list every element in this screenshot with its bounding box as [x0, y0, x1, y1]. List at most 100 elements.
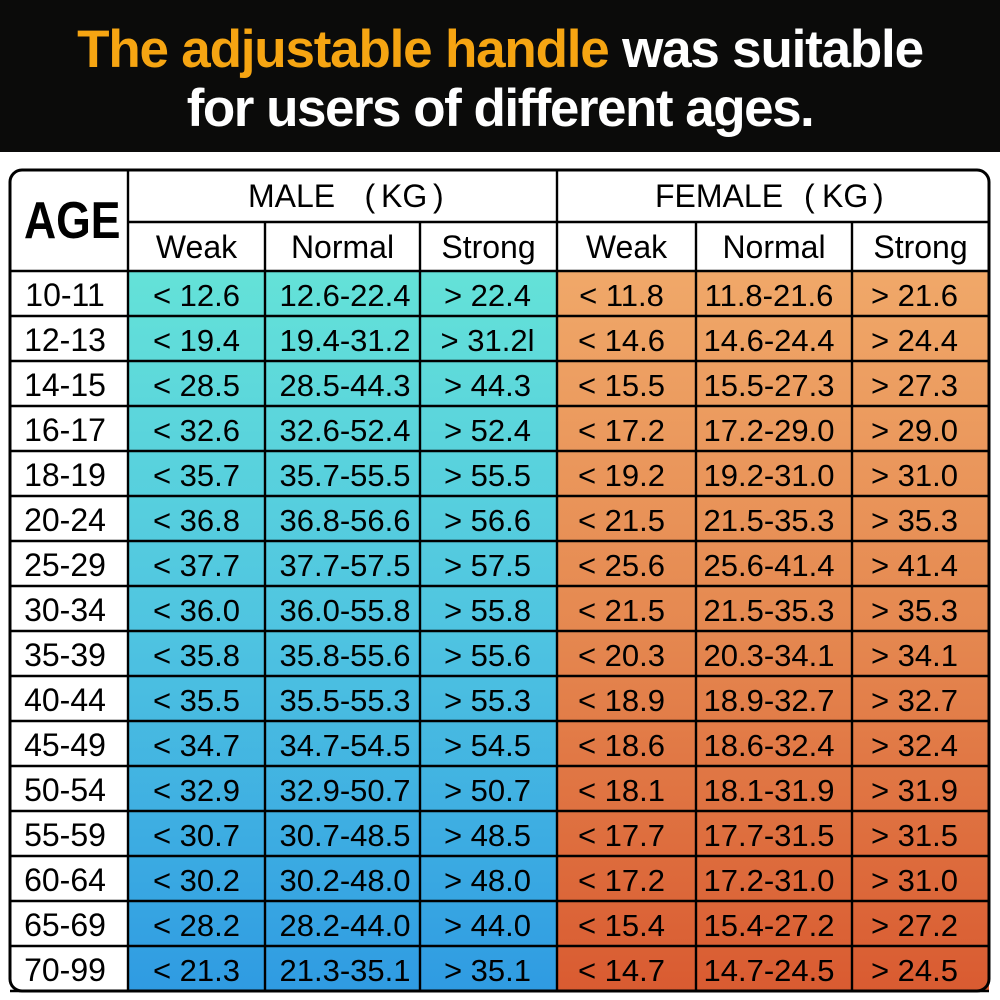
svg-text:> 29.0: > 29.0 — [871, 413, 958, 448]
svg-text:> 24.4: > 24.4 — [871, 323, 958, 358]
svg-text:15.4-27.2: 15.4-27.2 — [704, 908, 835, 943]
svg-text:18.9-32.7: 18.9-32.7 — [704, 683, 835, 718]
svg-text:< 32.9: < 32.9 — [153, 773, 240, 808]
svg-text:28.5-44.3: 28.5-44.3 — [280, 368, 411, 403]
svg-text:35-39: 35-39 — [24, 637, 106, 673]
svg-text:> 27.2: > 27.2 — [871, 908, 958, 943]
svg-text:< 32.6: < 32.6 — [153, 413, 240, 448]
svg-text:< 18.9: < 18.9 — [578, 683, 665, 718]
svg-text:< 17.7: < 17.7 — [578, 818, 665, 853]
svg-text:17.2-29.0: 17.2-29.0 — [704, 413, 835, 448]
svg-text:11.8-21.6: 11.8-21.6 — [705, 278, 834, 313]
svg-text:35.7-55.5: 35.7-55.5 — [280, 458, 411, 493]
svg-text:> 55.3: > 55.3 — [444, 683, 531, 718]
svg-text:< 14.6: < 14.6 — [578, 323, 665, 358]
svg-text:> 48.5: > 48.5 — [444, 818, 531, 853]
svg-text:14.7-24.5: 14.7-24.5 — [704, 953, 835, 988]
svg-text:< 18.6: < 18.6 — [578, 728, 665, 763]
svg-text:> 50.7: > 50.7 — [444, 773, 531, 808]
svg-text:< 21.3: < 21.3 — [153, 953, 240, 988]
svg-text:> 31.9: > 31.9 — [871, 773, 958, 808]
svg-text:< 11.8: < 11.8 — [579, 278, 664, 313]
svg-text:> 21.6: > 21.6 — [871, 278, 958, 313]
svg-text:< 20.3: < 20.3 — [578, 638, 665, 673]
svg-text:> 27.3: > 27.3 — [871, 368, 958, 403]
svg-text:> 55.8: > 55.8 — [444, 593, 531, 628]
svg-text:21.3-35.1: 21.3-35.1 — [280, 953, 411, 988]
svg-text:> 54.5: > 54.5 — [444, 728, 531, 763]
svg-text:28.2-44.0: 28.2-44.0 — [280, 908, 411, 943]
svg-text:> 22.4: > 22.4 — [444, 278, 531, 313]
svg-text:15.5-27.3: 15.5-27.3 — [704, 368, 835, 403]
svg-text:18-19: 18-19 — [24, 457, 106, 493]
svg-text:30-34: 30-34 — [24, 592, 106, 628]
svg-text:< 36.8: < 36.8 — [153, 503, 240, 538]
svg-text:34.7-54.5: 34.7-54.5 — [280, 728, 411, 763]
svg-text:17.2-31.0: 17.2-31.0 — [704, 863, 835, 898]
svg-text:> 57.5: > 57.5 — [444, 548, 531, 583]
svg-text:> 35.3: > 35.3 — [871, 593, 958, 628]
svg-text:< 34.7: < 34.7 — [153, 728, 240, 763]
svg-text:Normal: Normal — [291, 229, 394, 265]
svg-text:50-54: 50-54 — [24, 772, 106, 808]
svg-text:Weak: Weak — [586, 229, 668, 265]
svg-text:> 31.0: > 31.0 — [871, 863, 958, 898]
svg-text:> 35.3: > 35.3 — [871, 503, 958, 538]
svg-text:45-49: 45-49 — [24, 727, 106, 763]
svg-text:< 30.7: < 30.7 — [153, 818, 240, 853]
svg-text:> 31.2l: > 31.2l — [441, 323, 535, 358]
svg-text:20.3-34.1: 20.3-34.1 — [704, 638, 835, 673]
svg-text:< 35.5: < 35.5 — [153, 683, 240, 718]
svg-text:> 32.7: > 32.7 — [871, 683, 958, 718]
svg-text:55-59: 55-59 — [24, 817, 106, 853]
svg-text:36.0-55.8: 36.0-55.8 — [280, 593, 411, 628]
svg-text:60-64: 60-64 — [24, 862, 106, 898]
svg-text:> 48.0: > 48.0 — [444, 863, 531, 898]
svg-text:< 19.2: < 19.2 — [578, 458, 665, 493]
svg-text:> 32.4: > 32.4 — [871, 728, 958, 763]
svg-text:10-11: 10-11 — [25, 277, 104, 313]
svg-text:Strong: Strong — [873, 229, 967, 265]
svg-text:< 35.8: < 35.8 — [153, 638, 240, 673]
svg-text:32.9-50.7: 32.9-50.7 — [280, 773, 411, 808]
svg-text:14.6-24.4: 14.6-24.4 — [704, 323, 835, 358]
svg-text:18.6-32.4: 18.6-32.4 — [704, 728, 835, 763]
svg-text:> 44.3: > 44.3 — [444, 368, 531, 403]
svg-text:21.5-35.3: 21.5-35.3 — [704, 593, 835, 628]
svg-text:< 18.1: < 18.1 — [578, 773, 665, 808]
svg-text:17.7-31.5: 17.7-31.5 — [704, 818, 835, 853]
svg-text:> 35.1: > 35.1 — [444, 953, 531, 988]
svg-text:< 35.7: < 35.7 — [153, 458, 240, 493]
svg-text:65-69: 65-69 — [24, 907, 106, 943]
svg-text:18.1-31.9: 18.1-31.9 — [704, 773, 835, 808]
svg-text:40-44: 40-44 — [24, 682, 106, 718]
svg-text:> 34.1: > 34.1 — [871, 638, 958, 673]
svg-text:Strong: Strong — [441, 229, 535, 265]
svg-text:> 31.0: > 31.0 — [871, 458, 958, 493]
svg-text:< 28.5: < 28.5 — [153, 368, 240, 403]
svg-text:Weak: Weak — [156, 229, 238, 265]
svg-text:< 30.2: < 30.2 — [153, 863, 240, 898]
svg-text:< 19.4: < 19.4 — [153, 323, 240, 358]
svg-text:32.6-52.4: 32.6-52.4 — [280, 413, 411, 448]
svg-text:35.5-55.3: 35.5-55.3 — [280, 683, 411, 718]
svg-text:< 17.2: < 17.2 — [578, 413, 665, 448]
svg-text:< 14.7: < 14.7 — [578, 953, 665, 988]
svg-text:> 56.6: > 56.6 — [444, 503, 531, 538]
svg-text:25.6-41.4: 25.6-41.4 — [704, 548, 835, 583]
svg-text:MALE(KG): MALE(KG) — [248, 178, 444, 214]
svg-text:> 55.6: > 55.6 — [444, 638, 531, 673]
svg-text:20-24: 20-24 — [24, 502, 106, 538]
svg-text:19.2-31.0: 19.2-31.0 — [704, 458, 835, 493]
svg-text:< 21.5: < 21.5 — [578, 503, 665, 538]
svg-text:< 17.2: < 17.2 — [578, 863, 665, 898]
svg-text:16-17: 16-17 — [24, 412, 106, 448]
svg-text:< 25.6: < 25.6 — [578, 548, 665, 583]
svg-text:21.5-35.3: 21.5-35.3 — [704, 503, 835, 538]
svg-text:< 21.5: < 21.5 — [578, 593, 665, 628]
svg-text:36.8-56.6: 36.8-56.6 — [280, 503, 411, 538]
svg-text:30.2-48.0: 30.2-48.0 — [280, 863, 411, 898]
svg-text:> 24.5: > 24.5 — [871, 953, 958, 988]
svg-text:35.8-55.6: 35.8-55.6 — [280, 638, 411, 673]
svg-text:> 52.4: > 52.4 — [444, 413, 531, 448]
